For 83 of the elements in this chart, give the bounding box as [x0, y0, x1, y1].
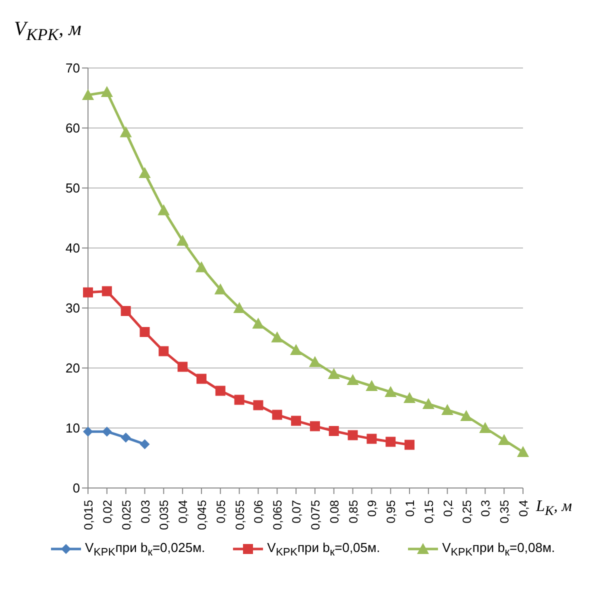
point — [196, 374, 206, 384]
x-tick-label: 0,045 — [195, 500, 209, 530]
point — [272, 410, 282, 420]
point — [82, 89, 94, 100]
point — [310, 421, 320, 432]
y-tick-label: 50 — [66, 180, 80, 196]
y-tick-label: 70 — [66, 60, 80, 76]
point — [120, 306, 131, 316]
point — [158, 204, 170, 216]
x-tick-label: 0,07 — [290, 500, 304, 524]
point — [253, 400, 264, 410]
point — [195, 261, 208, 272]
x-tick-label: 0,4 — [516, 500, 531, 517]
y-tick-label: 20 — [66, 360, 80, 376]
point — [215, 386, 226, 396]
point — [366, 380, 378, 391]
x-axis-title: L$_{К}$, м — [536, 498, 572, 520]
point — [102, 286, 112, 296]
x-tick-label: 0,35 — [498, 500, 512, 524]
point — [233, 302, 246, 313]
point — [83, 426, 93, 437]
point — [441, 404, 454, 415]
y-tick-label: 60 — [66, 120, 80, 136]
point — [479, 422, 492, 433]
point — [460, 410, 472, 421]
x-tick-label: 0,85 — [346, 500, 360, 524]
x-tick-label: 0,3 — [478, 500, 493, 517]
y-tick-label: 10 — [66, 420, 80, 436]
point — [422, 398, 434, 409]
point — [178, 362, 188, 372]
point — [252, 318, 264, 329]
x-tick-label: 0,055 — [232, 500, 247, 530]
point — [366, 434, 377, 444]
point — [234, 394, 244, 405]
x-tick-label: 0,03 — [138, 500, 152, 524]
point — [120, 432, 131, 443]
x-tick-label: 0,95 — [384, 500, 398, 524]
legend-label: V$_{KPK}$при b$_{к}$=0,025м. — [85, 540, 206, 559]
point — [404, 392, 416, 403]
x-tick-label: 0,025 — [119, 500, 134, 530]
point — [346, 374, 359, 385]
point — [214, 283, 226, 294]
point — [140, 327, 150, 337]
x-tick-label: 0,02 — [100, 500, 114, 524]
point — [498, 434, 510, 445]
point — [100, 86, 113, 97]
point — [308, 356, 321, 367]
point — [158, 346, 169, 356]
point — [140, 439, 150, 450]
x-tick-label: 0,035 — [157, 500, 172, 530]
point — [290, 344, 302, 355]
legend-label: V$_{KPK}$при b$_{к}$=0,05м. — [267, 540, 380, 559]
x-tick-label: 0,05 — [214, 500, 228, 524]
point — [348, 430, 358, 440]
x-tick-label: 0,04 — [176, 500, 190, 524]
point — [328, 426, 339, 436]
point — [328, 368, 340, 379]
x-tick-label: 0,015 — [82, 500, 96, 530]
x-tick-label: 0,9 — [365, 500, 380, 517]
y-axis-title: V$_{KPK}$, м — [14, 18, 82, 45]
point — [176, 234, 189, 246]
point — [291, 416, 302, 426]
x-tick-label: 0,06 — [252, 500, 266, 524]
x-tick-label: 0,065 — [270, 500, 285, 530]
point — [138, 167, 151, 178]
legend-label: V$_{KPK}$при b$_{к}$=0,08м. — [442, 540, 555, 559]
y-tick-label: 0 — [72, 480, 80, 496]
y-tick-label: 30 — [66, 300, 80, 316]
point — [83, 287, 93, 298]
x-tick-label: 0,25 — [460, 500, 474, 524]
point — [120, 126, 132, 138]
point — [517, 446, 529, 457]
x-tick-label: 0,08 — [327, 500, 342, 524]
point — [404, 440, 415, 450]
point — [271, 331, 284, 342]
point — [102, 426, 112, 437]
point — [384, 386, 397, 397]
point — [386, 436, 396, 447]
x-tick-label: 0,1 — [403, 500, 418, 517]
x-tick-label: 0,075 — [308, 500, 322, 530]
x-tick-label: 0,15 — [422, 500, 436, 524]
y-tick-label: 40 — [66, 240, 80, 256]
x-tick-label: 0,2 — [440, 500, 455, 517]
